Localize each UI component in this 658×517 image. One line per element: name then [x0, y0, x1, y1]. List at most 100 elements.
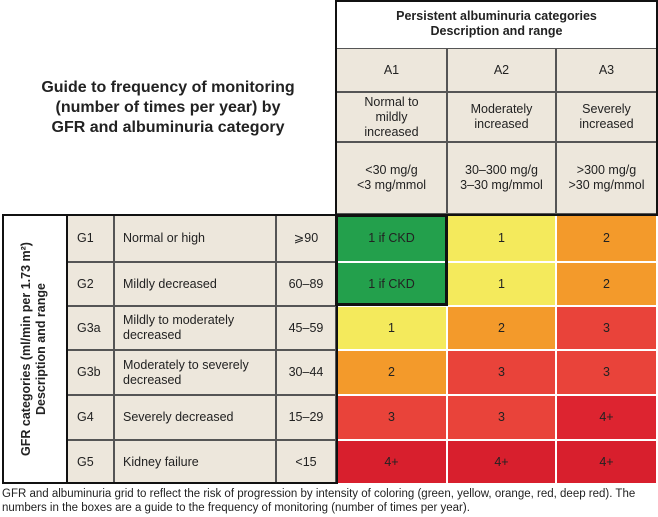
frequency-cell: 1 if CKD — [336, 262, 447, 306]
figure-title: Guide to frequency of monitoring (number… — [41, 79, 295, 136]
frequency-label: 1 — [388, 320, 395, 335]
frequency-label: 2 — [603, 276, 610, 291]
frequency-cell: 1 if CKD — [336, 214, 447, 262]
range-text: 15–29 — [288, 410, 324, 424]
frequency-cell: 4+ — [556, 395, 657, 440]
gfr-code: G4 — [66, 395, 114, 440]
range-text: 45–59 — [288, 320, 324, 335]
albuminuria-range: >300 mg/g >30 mg/mmol — [556, 142, 657, 214]
gfr-description: Kidney failure — [114, 440, 276, 484]
code-text: G4 — [77, 410, 94, 424]
code-text: G3b — [77, 365, 101, 379]
gfr-code: G2 — [66, 262, 114, 306]
gfr-range: 15–29 — [276, 395, 336, 440]
frequency-cell: 1 — [336, 306, 447, 350]
gfr-description: Severely decreased — [114, 395, 276, 440]
gfr-description: Moderately to severely decreased — [114, 350, 276, 395]
code-text: A1 — [383, 62, 400, 77]
albuminuria-code: A2 — [447, 48, 556, 92]
gfr-title: GFR categories (ml/min per 1.73 m²) — [19, 242, 33, 456]
frequency-cell: 4+ — [336, 440, 447, 484]
range-text: 30–44 — [288, 365, 324, 379]
frequency-label: 1 if CKD — [368, 276, 415, 291]
frequency-label: 3 — [498, 410, 505, 424]
frequency-label: 3 — [388, 410, 395, 424]
frequency-label: 3 — [603, 365, 610, 379]
frequency-cell: 3 — [447, 350, 556, 395]
description-text: Normal or high — [123, 230, 205, 245]
frequency-label: 3 — [603, 320, 610, 335]
gfr-range: 45–59 — [276, 306, 336, 350]
frequency-cell: 2 — [556, 214, 657, 262]
frequency-cell: 3 — [556, 306, 657, 350]
gfr-code: G5 — [66, 440, 114, 484]
frequency-label: 1 — [498, 230, 505, 245]
frequency-label: 4+ — [599, 454, 614, 469]
gfr-range: 30–44 — [276, 350, 336, 395]
gfr-description: Mildly decreased — [114, 262, 276, 306]
frequency-label: 4+ — [599, 410, 614, 424]
description-text: Moderately increased — [470, 102, 533, 131]
albuminuria-range: <30 mg/g <3 mg/mmol — [336, 142, 447, 214]
gfr-code: G1 — [66, 214, 114, 262]
frequency-label: 3 — [498, 365, 505, 379]
description-text: Normal to mildly increased — [364, 94, 419, 139]
frequency-cell: 1 — [447, 214, 556, 262]
frequency-cell: 2 — [336, 350, 447, 395]
albuminuria-description: Severely increased — [556, 92, 657, 142]
range-line: 30–300 mg/g — [465, 163, 538, 177]
code-text: A3 — [598, 62, 615, 77]
frequency-cell: 1 — [447, 262, 556, 306]
code-text: G3a — [77, 320, 101, 335]
albuminuria-code: A3 — [556, 48, 657, 92]
frequency-cell: 4+ — [447, 440, 556, 484]
gfr-range: 60–89 — [276, 262, 336, 306]
albuminuria-range: 30–300 mg/g 3–30 mg/mmol — [447, 142, 556, 214]
description-text: Kidney failure — [123, 454, 199, 469]
frequency-label: 1 — [498, 276, 505, 291]
frequency-label: 1 if CKD — [368, 230, 415, 245]
albuminuria-description: Moderately increased — [447, 92, 556, 142]
gfr-range: ⩾90 — [276, 214, 336, 262]
range-line: <30 mg/g — [365, 163, 418, 177]
albuminuria-subtitle: Description and range — [430, 24, 563, 38]
range-line: 3–30 mg/mmol — [460, 178, 543, 192]
frequency-cell: 3 — [336, 395, 447, 440]
description-text: Mildly decreased — [123, 276, 217, 291]
description-text: Severely increased — [579, 102, 634, 131]
range-text: 60–89 — [288, 276, 324, 291]
albuminuria-title: Persistent albuminuria categories — [396, 9, 597, 23]
range-text: <15 — [295, 454, 317, 469]
frequency-cell: 3 — [556, 350, 657, 395]
frequency-label: 4+ — [494, 454, 509, 469]
albuminuria-header: Persistent albuminuria categories Descri… — [336, 0, 657, 48]
frequency-label: 2 — [388, 365, 395, 379]
gfr-code: G3b — [66, 350, 114, 395]
gfr-description: Mildly to moderately decreased — [114, 306, 276, 350]
range-line: <3 mg/mmol — [356, 178, 427, 192]
description-text: Severely decreased — [123, 410, 234, 424]
frequency-label: 4+ — [384, 454, 399, 469]
gfr-code: G3a — [66, 306, 114, 350]
albuminuria-code: A1 — [336, 48, 447, 92]
code-text: G2 — [77, 276, 94, 291]
albuminuria-description: Normal to mildly increased — [336, 92, 447, 142]
frequency-label: 2 — [603, 230, 610, 245]
gfr-description: Normal or high — [114, 214, 276, 262]
code-text: A2 — [493, 62, 510, 77]
description-text: Mildly to moderately decreased — [123, 313, 235, 342]
frequency-cell: 3 — [447, 395, 556, 440]
caption: GFR and albuminuria grid to reflect the … — [2, 488, 636, 514]
range-line: >30 mg/mmol — [568, 178, 645, 192]
gfr-header: GFR categories (ml/min per 1.73 m²) Desc… — [2, 214, 66, 484]
frequency-cell: 4+ — [556, 440, 657, 484]
gfr-range: <15 — [276, 440, 336, 484]
description-text: Moderately to severely decreased — [123, 357, 249, 387]
range-line: >300 mg/g — [576, 163, 637, 177]
code-text: G5 — [77, 454, 94, 469]
code-text: G1 — [77, 230, 94, 245]
range-text: ⩾90 — [293, 230, 319, 245]
frequency-cell: 2 — [556, 262, 657, 306]
frequency-label: 2 — [498, 320, 505, 335]
